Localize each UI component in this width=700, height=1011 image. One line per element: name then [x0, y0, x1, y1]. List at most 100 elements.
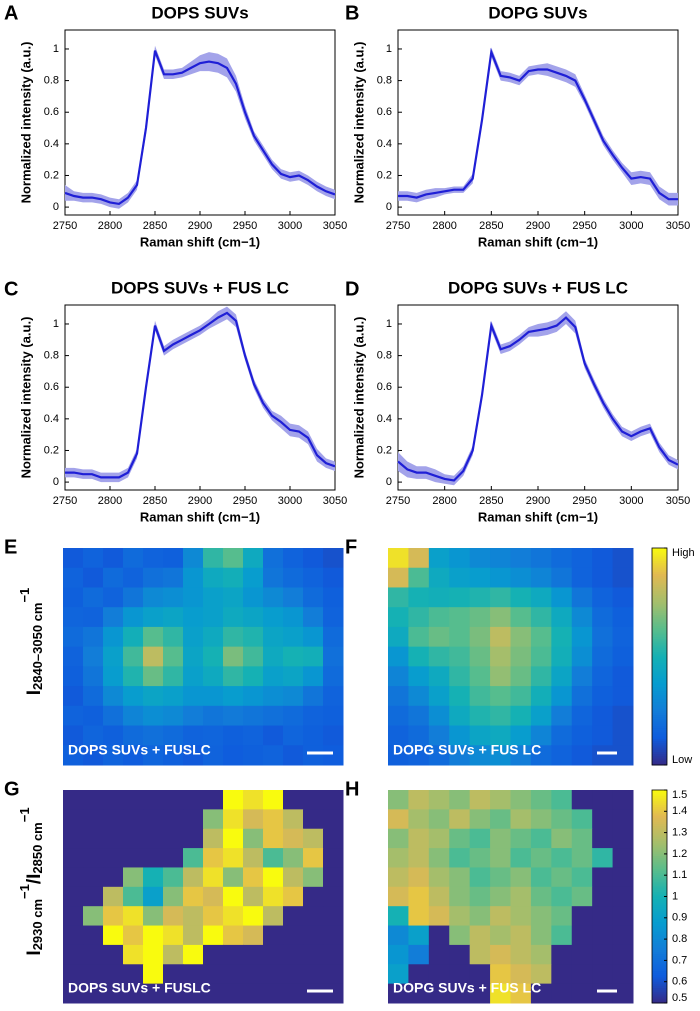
heatmap-cell	[469, 983, 491, 1004]
colorbar-swatch	[652, 669, 667, 673]
colorbar-swatch	[652, 660, 667, 664]
colorbar-swatch	[652, 790, 667, 793]
colorbar-swatch	[652, 981, 667, 985]
heatmap-cell	[469, 886, 491, 907]
heatmap-cell	[223, 886, 244, 907]
heatmap-cell	[490, 809, 511, 830]
colorbar-swatch	[652, 582, 667, 586]
colorbar-swatch	[652, 626, 667, 629]
y-tick-label: 0.6	[44, 106, 59, 118]
x-tick-label: 2850	[479, 495, 503, 507]
colorbar-tick-label: 1.5	[672, 789, 687, 801]
heatmap-cell	[143, 705, 164, 727]
heatmap-cell	[103, 790, 124, 810]
heatmap-cell	[263, 607, 284, 628]
heatmap-cell	[592, 607, 614, 628]
heatmap-cell	[143, 886, 164, 907]
heatmap-cell	[490, 848, 511, 868]
colorbar-swatch	[652, 949, 667, 953]
heatmap-cell	[143, 646, 164, 667]
heatmap-cell	[571, 886, 593, 907]
heatmap-cell	[612, 607, 634, 628]
heatmap-cell	[203, 809, 224, 830]
heatmap-cell	[408, 587, 430, 608]
heatmap-cell	[143, 828, 164, 849]
heatmap-cell	[408, 646, 430, 667]
heatmap-cell	[449, 725, 471, 746]
colorbar-swatch	[652, 615, 667, 618]
heatmap-cell	[163, 646, 184, 667]
x-tick-label: 2900	[188, 495, 212, 507]
heatmap-cell	[612, 548, 634, 569]
heatmap-cell	[449, 607, 471, 628]
heatmap-cell	[183, 548, 204, 569]
heatmap-cell	[510, 964, 532, 985]
heatmap-cell	[163, 925, 184, 946]
heatmap-cell	[163, 626, 184, 648]
heatmap-cell	[490, 725, 511, 746]
heatmap-cell	[203, 666, 224, 687]
heatmap-cell	[388, 548, 409, 569]
colorbar-swatch	[652, 975, 667, 978]
map-y-label: I2840–3050 cm−1	[17, 588, 45, 696]
heatmap-cell	[408, 686, 430, 707]
heatmap-cell	[303, 944, 324, 965]
heatmap-cell	[490, 548, 511, 569]
heatmap-cell	[490, 646, 511, 667]
heatmap-cell	[551, 725, 573, 746]
heatmap-cell	[449, 944, 471, 965]
heatmap-cell	[469, 705, 491, 727]
heatmap-cell	[490, 607, 511, 628]
heatmap-cell	[63, 567, 84, 588]
heatmap-cell	[183, 828, 204, 849]
colorbar-swatch	[652, 689, 667, 692]
heatmap-cell	[123, 686, 144, 707]
heatmap-cell	[103, 809, 124, 830]
colorbar-swatch	[652, 798, 667, 802]
heatmap-cell	[183, 886, 204, 907]
colorbar-swatch	[652, 738, 667, 742]
heatmap-cell	[449, 567, 471, 588]
heatmap-cell	[123, 944, 144, 965]
heatmap-cell	[183, 925, 204, 946]
heatmap-cell	[103, 548, 124, 569]
heatmap-cell	[103, 567, 124, 588]
colorbar-swatch	[652, 595, 667, 599]
heatmap-cell	[449, 646, 471, 667]
heatmap-cell	[303, 790, 324, 810]
x-tick-label: 3000	[278, 220, 302, 232]
heatmap-cell	[103, 587, 124, 608]
x-tick-label: 2750	[386, 220, 410, 232]
colorbar-swatch	[652, 883, 667, 887]
heatmap-cell	[490, 906, 511, 927]
heatmap-cell	[283, 587, 304, 608]
colorbar-swatch	[652, 704, 667, 707]
heatmap-cell	[571, 548, 593, 569]
heatmap-cell	[408, 745, 430, 766]
heatmap-cell	[592, 567, 614, 588]
heatmap-cell	[408, 666, 430, 687]
heatmap-cell	[551, 848, 573, 868]
heatmap-cell	[203, 983, 224, 1004]
colorbar-swatch	[652, 580, 667, 584]
colorbar-swatch	[652, 576, 667, 579]
y-axis-label: Normalized intensity (a.u.)	[351, 42, 366, 204]
heatmap-cell	[449, 848, 471, 868]
heatmap-cell	[612, 886, 634, 907]
line	[65, 311, 336, 479]
heatmap-cell	[103, 705, 124, 727]
heatmap-cell	[303, 886, 324, 907]
colorbar-swatch	[652, 870, 667, 874]
heatmap-cell	[612, 809, 634, 830]
colorbar-swatch	[652, 887, 667, 891]
heatmap-cell	[592, 745, 614, 766]
colorbar-swatch	[652, 756, 667, 759]
heatmap-cell	[323, 790, 344, 810]
heatmap-cell	[469, 646, 491, 667]
heatmap-cell	[469, 790, 491, 810]
heatmap-cell	[303, 848, 324, 868]
heatmap-cell	[143, 745, 164, 766]
heatmap-cell	[510, 607, 532, 628]
x-tick-label: 2850	[143, 220, 167, 232]
heatmap-cell	[323, 925, 344, 946]
